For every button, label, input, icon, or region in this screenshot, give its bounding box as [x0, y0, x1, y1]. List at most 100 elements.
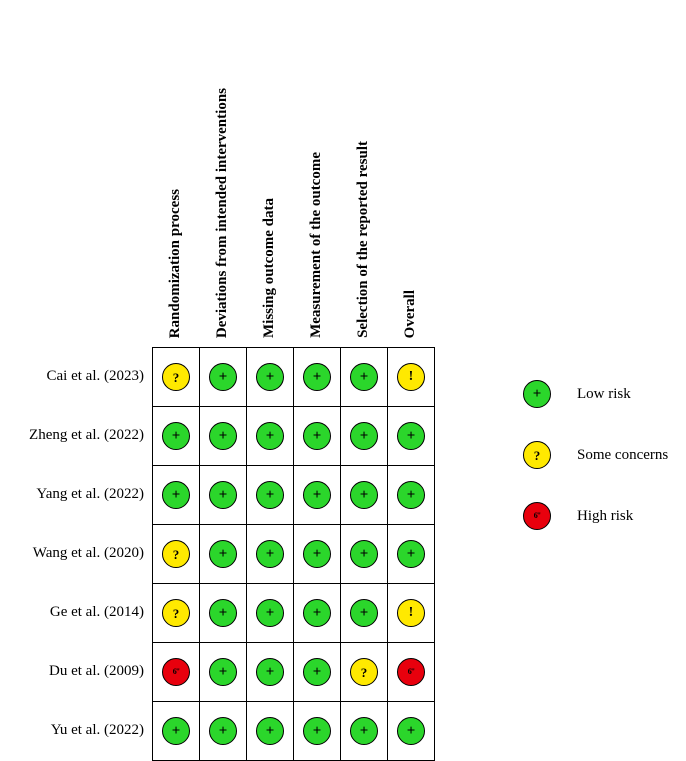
some-concerns-icon: ? — [350, 658, 378, 686]
low-risk-icon: + — [397, 540, 425, 568]
low-risk-icon: + — [256, 717, 284, 745]
low-risk-icon: + — [523, 380, 551, 408]
low-risk-icon: + — [350, 599, 378, 627]
rob-cell: + — [341, 466, 388, 525]
low-risk-icon: + — [209, 658, 237, 686]
low-risk-icon: + — [209, 717, 237, 745]
column-header-cell: Overall — [387, 2, 434, 338]
rob-grid: ? + + + +! + + + + + + + + + + + +? + + + + +? + + + +! 6" + + +? 6" + +… — [152, 347, 435, 761]
column-header-cell: Selection of the reported result — [340, 2, 387, 338]
rob-cell: + — [200, 584, 247, 643]
rob-cell: + — [200, 702, 247, 761]
rob-cell: + — [153, 466, 200, 525]
rob-cell: + — [247, 407, 294, 466]
rob-cell: + — [247, 702, 294, 761]
study-label: Ge et al. (2014) — [49, 604, 144, 620]
low-risk-icon: + — [397, 481, 425, 509]
study-label: Cai et al. (2023) — [46, 368, 144, 384]
column-header-label: Measurement of the outcome — [308, 152, 324, 338]
column-header-cell: Measurement of the outcome — [293, 2, 340, 338]
legend-item: 6" High risk — [523, 502, 668, 530]
low-risk-icon: + — [303, 363, 331, 391]
rob-cell: + — [200, 348, 247, 407]
row-labels: Cai et al. (2023) Zheng et al. (2022) Yang… — [0, 347, 144, 760]
rob-cell: + — [153, 702, 200, 761]
rob-cell: + — [294, 407, 341, 466]
study-label: Zheng et al. (2022) — [29, 427, 144, 443]
rob-cell: + — [341, 407, 388, 466]
some-concerns-icon: ? — [162, 599, 190, 627]
some-concerns-icon: ? — [162, 540, 190, 568]
low-risk-icon: + — [209, 363, 237, 391]
rob-cell: + — [341, 348, 388, 407]
legend: + Low risk ? Some concerns 6" High risk — [523, 380, 668, 563]
rob-cell: + — [388, 466, 435, 525]
column-header-cell: Missing outcome data — [246, 2, 293, 338]
low-risk-icon: + — [303, 481, 331, 509]
low-risk-icon: + — [303, 599, 331, 627]
rob-cell: + — [388, 407, 435, 466]
study-label: Yang et al. (2022) — [36, 486, 144, 502]
column-header-label: Deviations from intended interventions — [214, 87, 230, 338]
rob-cell: + — [200, 643, 247, 702]
legend-item: + Low risk — [523, 380, 668, 408]
high-risk-icon: 6" — [523, 502, 551, 530]
rob-cell: + — [294, 584, 341, 643]
rob-cell: + — [247, 525, 294, 584]
low-risk-icon: + — [350, 717, 378, 745]
high-risk-icon: 6" — [162, 658, 190, 686]
rob-cell: + — [247, 348, 294, 407]
low-risk-icon: + — [256, 540, 284, 568]
column-header-cell: Deviations from intended interventions — [199, 2, 246, 338]
rob-cell: + — [153, 407, 200, 466]
legend-label: High risk — [577, 507, 634, 524]
rob-cell: + — [200, 466, 247, 525]
rob-cell: + — [200, 525, 247, 584]
rob-cell: + — [294, 525, 341, 584]
rob-cell: ! — [388, 584, 435, 643]
some-concerns-overall-icon: ! — [397, 363, 425, 391]
rob-cell: 6" — [153, 643, 200, 702]
legend-item: ? Some concerns — [523, 441, 668, 469]
study-label: Du et al. (2009) — [49, 663, 144, 679]
low-risk-icon: + — [256, 363, 284, 391]
low-risk-icon: + — [209, 422, 237, 450]
some-concerns-icon: ? — [523, 441, 551, 469]
rob-cell: + — [247, 584, 294, 643]
rob-cell: + — [294, 466, 341, 525]
rob-cell: + — [294, 643, 341, 702]
rob-cell: ? — [153, 525, 200, 584]
low-risk-icon: + — [256, 481, 284, 509]
rob-cell: + — [200, 407, 247, 466]
some-concerns-icon: ? — [162, 363, 190, 391]
study-label: Wang et al. (2020) — [32, 545, 144, 561]
rob-cell: + — [294, 348, 341, 407]
rob-cell: ? — [153, 348, 200, 407]
low-risk-icon: + — [350, 481, 378, 509]
rob-cell: ! — [388, 348, 435, 407]
rob-cell: + — [388, 702, 435, 761]
low-risk-icon: + — [256, 422, 284, 450]
rob-cell: 6" — [388, 643, 435, 702]
some-concerns-overall-icon: ! — [397, 599, 425, 627]
legend-label: Low risk — [577, 385, 631, 402]
low-risk-icon: + — [350, 363, 378, 391]
low-risk-icon: + — [303, 658, 331, 686]
low-risk-icon: + — [350, 422, 378, 450]
low-risk-icon: + — [209, 540, 237, 568]
low-risk-icon: + — [162, 717, 190, 745]
rob-cell: + — [341, 702, 388, 761]
rob-cell: + — [341, 584, 388, 643]
study-label: Yu et al. (2022) — [50, 722, 144, 738]
column-header-cell: Randomization process — [152, 2, 199, 338]
low-risk-icon: + — [303, 422, 331, 450]
low-risk-icon: + — [256, 658, 284, 686]
column-header-label: Selection of the reported result — [355, 141, 371, 338]
rob-cell: ? — [341, 643, 388, 702]
low-risk-icon: + — [303, 717, 331, 745]
column-headers: Randomization process Deviations from int… — [152, 2, 434, 338]
high-risk-icon: 6" — [397, 658, 425, 686]
low-risk-icon: + — [397, 717, 425, 745]
column-header-label: Randomization process — [167, 188, 183, 338]
